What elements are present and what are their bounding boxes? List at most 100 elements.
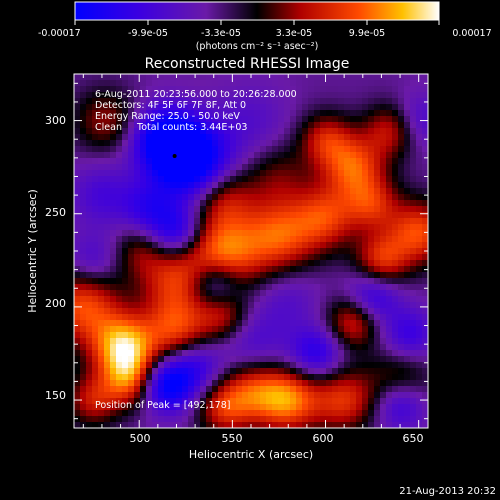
heatmap-cell xyxy=(392,320,399,327)
heatmap-cell xyxy=(122,212,129,219)
heatmap-cell xyxy=(260,194,267,201)
heatmap-cell xyxy=(230,242,237,249)
heatmap-cell xyxy=(422,146,428,153)
heatmap-image xyxy=(74,74,428,428)
heatmap-cell xyxy=(338,284,345,291)
heatmap-cell xyxy=(188,86,195,93)
heatmap-cell xyxy=(284,272,291,279)
heatmap-cell xyxy=(128,266,135,273)
heatmap-cell xyxy=(254,260,261,267)
heatmap-cell xyxy=(260,314,267,321)
heatmap-cell xyxy=(254,188,261,195)
heatmap-cell xyxy=(350,212,357,219)
heatmap-cell xyxy=(200,134,207,141)
heatmap-cell xyxy=(308,140,315,147)
heatmap-cell xyxy=(266,224,273,231)
heatmap-cell xyxy=(260,236,267,243)
heatmap-cell xyxy=(224,332,231,339)
heatmap-cell xyxy=(134,380,141,387)
heatmap-cell xyxy=(368,140,375,147)
heatmap-cell xyxy=(374,200,381,207)
heatmap-cell xyxy=(272,392,279,399)
heatmap-cell xyxy=(332,266,339,273)
heatmap-cell xyxy=(320,266,327,273)
heatmap-cell xyxy=(230,356,237,363)
heatmap-cell xyxy=(380,386,387,393)
heatmap-cell xyxy=(242,278,249,285)
heatmap-cell xyxy=(416,338,423,345)
heatmap-cell xyxy=(98,260,105,267)
heatmap-cell xyxy=(278,200,285,207)
heatmap-cell xyxy=(170,128,177,135)
heatmap-cell xyxy=(236,98,243,105)
heatmap-cell xyxy=(320,386,327,393)
heatmap-cell xyxy=(122,296,129,303)
heatmap-cell xyxy=(254,212,261,219)
heatmap-cell xyxy=(224,422,231,428)
heatmap-cell xyxy=(182,74,189,81)
heatmap-cell xyxy=(338,122,345,129)
heatmap-cell xyxy=(302,212,309,219)
heatmap-cell xyxy=(224,404,231,411)
heatmap-cell xyxy=(158,422,165,428)
heatmap-cell xyxy=(416,356,423,363)
heatmap-cell xyxy=(260,386,267,393)
heatmap-cell xyxy=(86,230,93,237)
heatmap-cell xyxy=(380,302,387,309)
heatmap-cell xyxy=(332,206,339,213)
heatmap-cell xyxy=(128,290,135,297)
heatmap-cell xyxy=(392,416,399,423)
heatmap-cell xyxy=(74,278,81,285)
heatmap-cell xyxy=(206,422,213,428)
heatmap-cell xyxy=(350,362,357,369)
heatmap-cell xyxy=(182,170,189,177)
heatmap-cell xyxy=(254,104,261,111)
heatmap-cell xyxy=(296,206,303,213)
heatmap-cell xyxy=(284,140,291,147)
heatmap-cell xyxy=(296,152,303,159)
heatmap-cell xyxy=(356,86,363,93)
heatmap-cell xyxy=(248,182,255,189)
heatmap-cell xyxy=(116,164,123,171)
heatmap-cell xyxy=(308,194,315,201)
heatmap-cell xyxy=(158,230,165,237)
heatmap-cell xyxy=(86,140,93,147)
heatmap-cell xyxy=(98,176,105,183)
heatmap-cell xyxy=(272,116,279,123)
heatmap-cell xyxy=(98,284,105,291)
heatmap-cell xyxy=(350,236,357,243)
heatmap-cell xyxy=(182,416,189,423)
heatmap-cell xyxy=(290,308,297,315)
heatmap-cell xyxy=(416,182,423,189)
heatmap-cell xyxy=(332,122,339,129)
heatmap-cell xyxy=(242,158,249,165)
heatmap-cell xyxy=(80,116,87,123)
heatmap-cell xyxy=(320,416,327,423)
heatmap-cell xyxy=(278,386,285,393)
heatmap-cell xyxy=(356,404,363,411)
heatmap-cell xyxy=(344,284,351,291)
heatmap-cell xyxy=(374,110,381,117)
heatmap-cell xyxy=(176,278,183,285)
heatmap-cell xyxy=(338,326,345,333)
heatmap-cell xyxy=(314,332,321,339)
heatmap-cell xyxy=(362,338,369,345)
heatmap-cell xyxy=(218,290,225,297)
heatmap-cell xyxy=(134,80,141,87)
heatmap-cell xyxy=(218,116,225,123)
heatmap-cell xyxy=(134,242,141,249)
heatmap-cell xyxy=(416,374,423,381)
heatmap-cell xyxy=(338,416,345,423)
heatmap-cell xyxy=(386,392,393,399)
heatmap-cell xyxy=(92,98,99,105)
heatmap-cell xyxy=(176,422,183,428)
heatmap-cell xyxy=(104,398,111,405)
heatmap-cell xyxy=(386,272,393,279)
heatmap-cell xyxy=(158,308,165,315)
heatmap-cell xyxy=(212,350,219,357)
heatmap-cell xyxy=(140,380,147,387)
heatmap-cell xyxy=(200,170,207,177)
heatmap-cell xyxy=(284,380,291,387)
heatmap-cell xyxy=(338,404,345,411)
heatmap-cell xyxy=(128,122,135,129)
